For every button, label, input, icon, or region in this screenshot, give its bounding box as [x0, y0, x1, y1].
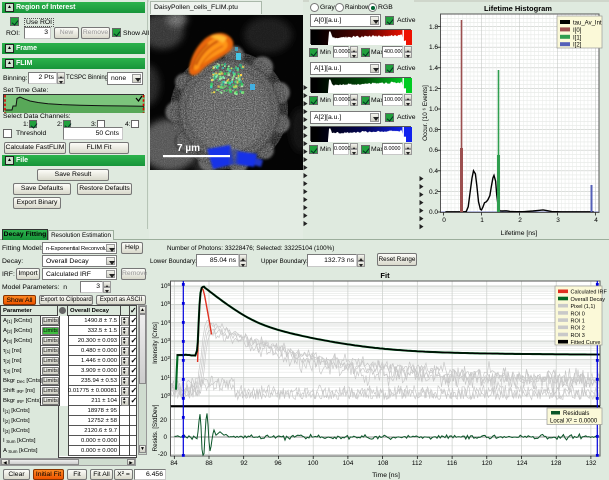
svg-text:100: 100	[160, 392, 170, 400]
svg-text:Residuals: Residuals	[563, 411, 589, 417]
svg-text:Time [ns]: Time [ns]	[372, 472, 400, 479]
svg-text:88: 88	[205, 460, 213, 467]
svg-text:Pixel (1,1): Pixel (1,1)	[571, 304, 596, 310]
svg-text:Resids. [StdDev]: Resids. [StdDev]	[152, 404, 159, 451]
svg-text:108: 108	[378, 460, 389, 467]
svg-text:Lifetime Histogram: Lifetime Histogram	[484, 4, 552, 13]
svg-text:3: 3	[556, 217, 560, 224]
svg-text:120: 120	[482, 460, 493, 467]
svg-text:1: 1	[480, 217, 484, 224]
svg-text:0.8: 0.8	[429, 127, 438, 134]
svg-text:Fit: Fit	[380, 271, 390, 280]
svg-text:Occur. [10 ⁶ Events]: Occur. [10 ⁶ Events]	[422, 85, 429, 141]
svg-text:104: 104	[343, 460, 354, 467]
svg-text:0.2: 0.2	[429, 189, 438, 196]
svg-text:1.4: 1.4	[429, 65, 438, 72]
svg-text:1.6: 1.6	[429, 44, 438, 51]
svg-text:ROI 2: ROI 2	[571, 326, 585, 332]
svg-text:128: 128	[551, 460, 562, 467]
svg-text:I[1]: I[1]	[573, 35, 582, 41]
svg-text:Overall Decay: Overall Decay	[571, 297, 606, 303]
svg-text:100: 100	[308, 460, 319, 467]
svg-text:92: 92	[240, 460, 248, 467]
svg-text:I[0]: I[0]	[573, 28, 582, 34]
svg-text:116: 116	[447, 460, 458, 467]
svg-text:1.8: 1.8	[429, 24, 438, 31]
svg-text:Intensity [Cnts]: Intensity [Cnts]	[152, 322, 159, 364]
svg-text:102: 102	[160, 355, 170, 363]
svg-text:4: 4	[594, 217, 598, 224]
svg-text:Calculated IRF: Calculated IRF	[571, 290, 608, 296]
svg-text:1.2: 1.2	[429, 86, 438, 93]
svg-text:ROI 1: ROI 1	[571, 319, 585, 325]
svg-text:104: 104	[160, 319, 170, 327]
svg-text:Fitted Curve: Fitted Curve	[571, 340, 601, 346]
svg-text:ROI 3: ROI 3	[571, 333, 585, 339]
svg-text:106: 106	[160, 282, 170, 290]
svg-text:0: 0	[163, 434, 167, 441]
svg-text:I[2]: I[2]	[573, 43, 582, 49]
svg-text:7 µm: 7 µm	[177, 143, 200, 154]
svg-text:tau_Av_Int: tau_Av_Int	[573, 21, 602, 27]
svg-text:132: 132	[586, 460, 597, 467]
svg-text:105: 105	[160, 300, 170, 308]
svg-text:124: 124	[517, 460, 528, 467]
svg-text:0.6: 0.6	[429, 147, 438, 154]
svg-text:ROI 0: ROI 0	[571, 311, 585, 317]
svg-text:101: 101	[160, 374, 170, 382]
svg-text:Lifetime [ns]: Lifetime [ns]	[501, 230, 538, 237]
svg-text:20: 20	[160, 417, 168, 424]
svg-text:84: 84	[170, 460, 178, 467]
svg-text:112: 112	[412, 460, 423, 467]
svg-text:96: 96	[274, 460, 282, 467]
svg-text:0.0: 0.0	[429, 209, 438, 216]
svg-text:-20: -20	[158, 451, 168, 458]
svg-text:1.0: 1.0	[429, 106, 438, 113]
svg-text:0.4: 0.4	[429, 168, 438, 175]
svg-text:103: 103	[160, 337, 170, 345]
svg-text:Local Χ² = 0.0000: Local Χ² = 0.0000	[550, 419, 598, 425]
svg-text:0: 0	[442, 217, 446, 224]
svg-text:2: 2	[518, 217, 522, 224]
